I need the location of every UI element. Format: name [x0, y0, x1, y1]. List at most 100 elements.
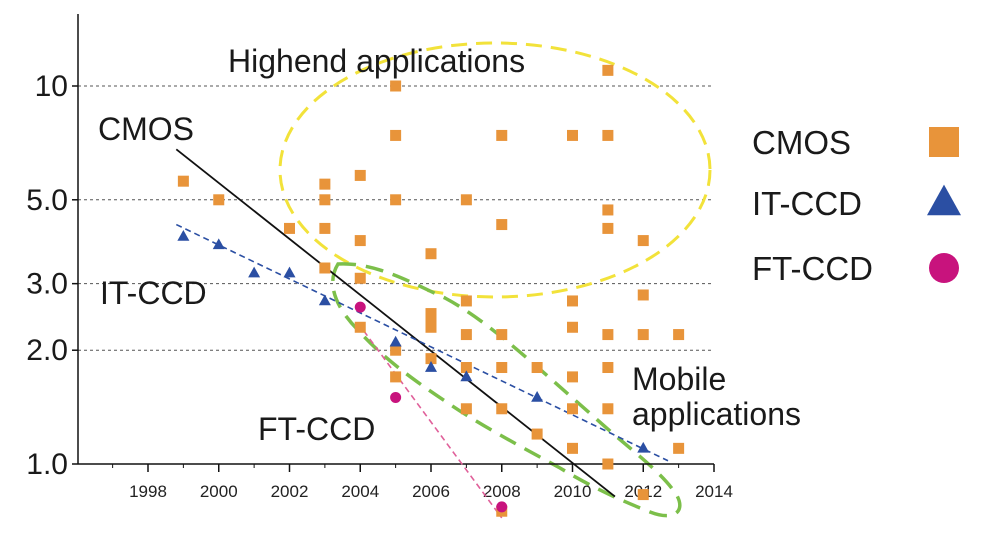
data-point-cmos — [354, 169, 366, 181]
data-point-ft-ccd — [496, 501, 508, 513]
data-point-cmos — [425, 308, 437, 320]
data-point-it-ccd — [212, 238, 225, 250]
x-tick-label: 2006 — [412, 482, 450, 501]
y-tick-label: 1.0 — [26, 448, 68, 481]
data-point-cmos — [602, 458, 614, 470]
x-tick-label: 2002 — [271, 482, 309, 501]
data-point-cmos — [496, 129, 508, 141]
data-point-cmos — [602, 329, 614, 341]
data-point-cmos — [425, 314, 437, 326]
data-point-cmos — [319, 262, 331, 274]
data-point-cmos — [637, 289, 649, 301]
highend-region — [278, 41, 712, 299]
data-point-cmos — [390, 194, 402, 206]
cmos-line-label: CMOS — [98, 111, 194, 147]
data-point-cmos — [567, 403, 578, 415]
data-point-cmos — [460, 295, 472, 307]
mobile-label-line1: Mobile — [632, 361, 726, 397]
x-tick-label: 2014 — [695, 482, 733, 501]
data-point-cmos — [567, 371, 578, 383]
trend-layer — [175, 148, 669, 519]
data-point-cmos — [567, 295, 578, 307]
data-point-cmos — [531, 428, 543, 440]
points-layer — [177, 64, 685, 517]
data-point-cmos — [177, 175, 189, 187]
data-point-cmos — [425, 248, 437, 260]
x-tick-label: 2000 — [200, 482, 238, 501]
data-point-cmos — [602, 403, 614, 415]
data-point-cmos — [390, 371, 402, 383]
mobile-label-line2: applications — [632, 396, 801, 432]
x-tick-label: 2004 — [341, 482, 379, 501]
data-point-cmos — [354, 272, 366, 284]
data-point-cmos — [496, 329, 508, 341]
x-tick-label: 2010 — [554, 482, 592, 501]
data-point-cmos — [460, 403, 472, 415]
data-point-cmos — [425, 321, 437, 333]
data-point-cmos — [673, 329, 685, 341]
data-point-cmos — [390, 344, 402, 356]
axis-layer: 1.0 2.0 3.0 5.0 10 1998 2000 2002 2004 2006 2008 20… — [26, 14, 733, 501]
data-point-cmos — [637, 235, 649, 247]
data-point-cmos — [496, 219, 508, 231]
data-point-cmos — [673, 442, 685, 454]
data-point-it-ccd — [389, 335, 402, 347]
data-point-cmos — [213, 194, 225, 206]
data-point-cmos — [602, 64, 614, 76]
y-tick-label: 5.0 — [26, 184, 68, 217]
data-point-cmos — [637, 489, 649, 501]
highend-label: Highend applications — [228, 43, 525, 79]
legend-marker-cmos — [929, 127, 959, 157]
legend-marker-it-ccd — [927, 184, 961, 216]
data-point-cmos — [602, 129, 614, 141]
data-point-cmos — [496, 362, 508, 374]
data-point-cmos — [602, 222, 614, 234]
y-tick-label: 3.0 — [26, 268, 68, 301]
trend-line-it-ccd — [175, 223, 669, 462]
data-point-cmos — [602, 362, 614, 374]
x-tick-label: 1998 — [129, 482, 167, 501]
region-layer — [278, 41, 712, 518]
data-point-cmos — [319, 178, 331, 190]
mobile-region — [331, 262, 682, 518]
ftccd-line-label: FT-CCD — [258, 411, 375, 447]
data-point-cmos — [460, 329, 472, 341]
legend: CMOS IT-CCD FT-CCD — [752, 124, 961, 287]
x-tick-label: 2008 — [483, 482, 521, 501]
data-point-cmos — [496, 403, 508, 415]
data-point-cmos — [390, 80, 402, 92]
trend-line-ft-ccd — [363, 330, 503, 519]
data-point-cmos — [637, 329, 649, 341]
legend-label-cmos: CMOS — [752, 124, 851, 161]
legend-label-it-ccd: IT-CCD — [752, 185, 862, 222]
data-point-cmos — [460, 362, 472, 374]
data-point-cmos — [354, 235, 366, 247]
data-point-it-ccd — [318, 294, 331, 306]
data-point-ft-ccd — [390, 391, 402, 403]
data-point-cmos — [425, 353, 437, 365]
data-point-it-ccd — [425, 361, 437, 372]
y-tick-label: 10 — [35, 70, 68, 103]
data-point-cmos — [284, 222, 295, 234]
data-point-cmos — [460, 194, 472, 206]
label-layer: Highend applications CMOS IT-CCD FT-CCD … — [98, 43, 801, 447]
data-point-cmos — [602, 204, 614, 216]
itccd-line-label: IT-CCD — [100, 275, 207, 311]
data-point-cmos — [319, 194, 331, 206]
data-point-ft-ccd — [354, 301, 366, 313]
legend-marker-ft-ccd — [929, 253, 959, 283]
data-point-cmos — [567, 321, 578, 333]
data-point-cmos — [531, 362, 543, 374]
data-point-it-ccd — [177, 229, 190, 241]
data-point-cmos — [567, 442, 578, 454]
legend-label-ft-ccd: FT-CCD — [752, 250, 873, 287]
data-point-it-ccd — [460, 370, 473, 382]
y-tick-label: 2.0 — [26, 334, 68, 367]
data-point-it-ccd — [531, 390, 544, 402]
data-point-it-ccd — [637, 441, 650, 453]
data-point-cmos — [319, 222, 331, 234]
data-point-cmos — [354, 321, 366, 333]
data-point-it-ccd — [248, 266, 261, 278]
